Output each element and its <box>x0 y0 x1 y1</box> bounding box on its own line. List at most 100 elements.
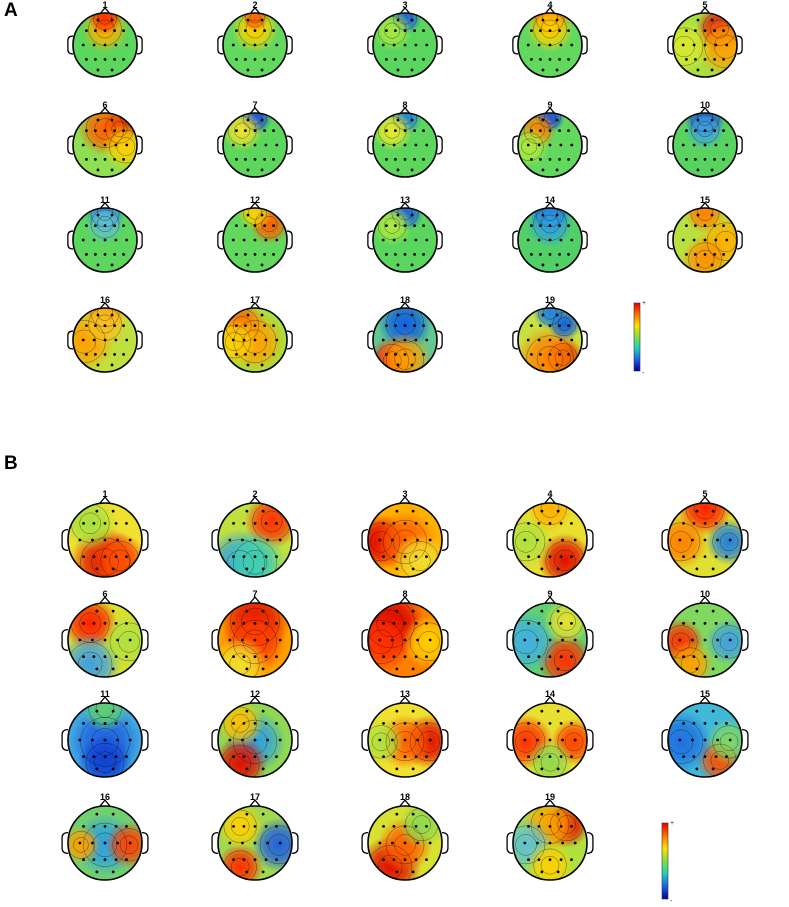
electrode-dot <box>392 143 396 147</box>
topomap-b-13: 13 <box>361 689 449 778</box>
contour-line <box>109 622 142 662</box>
electrode-dot <box>713 224 716 228</box>
electrode-dot <box>103 224 107 228</box>
electrode-dot <box>403 29 407 32</box>
electrode-dot <box>537 721 541 725</box>
electrode-dot <box>722 158 725 161</box>
contour-line <box>394 731 416 753</box>
contour-line <box>557 725 587 759</box>
electrode-dot <box>111 870 115 874</box>
electrode-dot <box>125 43 129 47</box>
topomap-a-1: 1 <box>67 0 143 78</box>
electrode-dot <box>694 158 697 161</box>
electrode-dot <box>81 238 85 242</box>
electrode-dot <box>703 738 707 742</box>
electrode-dot <box>96 213 100 217</box>
electrode-dot <box>555 118 559 122</box>
contour-line <box>540 214 560 234</box>
electrode-dot <box>567 129 570 133</box>
left-ear <box>67 330 74 350</box>
topomap-b-10: 10 <box>661 589 749 678</box>
electrode-dot <box>548 238 552 242</box>
electrode-dot <box>114 238 118 242</box>
topomap-label: 19 <box>545 295 555 305</box>
electrode-dot <box>403 621 407 625</box>
electrode-dot <box>396 213 400 217</box>
left-ear <box>661 528 669 552</box>
electrode-dot <box>692 43 696 47</box>
head-outline <box>72 112 138 178</box>
electrode-dot <box>530 224 533 228</box>
electrode-dot <box>548 858 552 862</box>
left-ear <box>67 135 74 155</box>
topomap-b-7: 7 <box>211 589 299 678</box>
head-outline <box>222 307 288 373</box>
electrode-dot <box>527 655 530 659</box>
head-outline <box>367 805 443 881</box>
electrode-dot <box>244 158 247 161</box>
electrode-dot <box>272 324 275 327</box>
electrode-dot <box>391 738 394 742</box>
right-ear <box>436 330 443 350</box>
electrode-dot <box>396 18 400 22</box>
head-outline <box>217 805 293 881</box>
electrode-dot <box>414 755 418 759</box>
electrode-dot <box>558 58 561 61</box>
electrode-dot <box>232 621 235 625</box>
electrode-dot <box>92 824 96 828</box>
electrode-dot <box>125 655 128 659</box>
electrode-dot <box>559 521 563 525</box>
electrode-dot <box>710 213 714 217</box>
electrode-dot <box>275 43 279 47</box>
contour-line <box>513 825 546 865</box>
electrode-dot <box>245 709 249 713</box>
electrode-dot <box>548 338 552 342</box>
contour-line <box>368 522 401 562</box>
electrode-dot <box>703 638 707 642</box>
electrode-dot <box>725 721 728 725</box>
electrode-dot <box>110 18 114 22</box>
contour-line <box>111 120 128 138</box>
nose <box>543 596 557 605</box>
left-ear <box>67 230 74 250</box>
electrode-dot <box>96 118 100 122</box>
electrode-dot <box>703 655 707 659</box>
contour-line <box>541 208 559 221</box>
electrode-dot <box>678 638 682 642</box>
electrode-dot <box>381 238 385 242</box>
electrode-dot <box>278 638 282 642</box>
head-outline <box>222 207 288 273</box>
electrode-dot <box>392 555 396 559</box>
contour-line <box>668 729 694 755</box>
scale-minus-label: - <box>642 370 645 377</box>
electrode-dot <box>82 824 85 828</box>
electrode-dot <box>696 213 700 217</box>
electrode-dot <box>128 841 132 845</box>
right-ear <box>136 35 143 55</box>
contour-line <box>394 834 416 856</box>
electrode-dot <box>725 621 728 625</box>
contour-line <box>668 522 701 562</box>
contour-line <box>715 231 737 253</box>
head-outline <box>367 502 443 578</box>
electrode-dot <box>539 29 542 32</box>
electrode-dot <box>722 129 725 133</box>
electrode-dot <box>540 509 544 513</box>
electrode-dot <box>414 824 418 828</box>
electrode-dot <box>103 158 107 161</box>
electrode-dot <box>403 224 407 228</box>
electrode-dot <box>559 143 563 147</box>
electrode-dot <box>382 755 385 759</box>
contour-line <box>224 332 244 351</box>
electrode-dot <box>540 667 544 671</box>
electrode-dot <box>114 655 118 659</box>
left-ear <box>211 831 219 855</box>
electrode-dot <box>425 858 428 862</box>
electrode-dot <box>396 363 400 367</box>
topomap-a-14: 14 <box>512 195 588 273</box>
right-ear <box>741 728 749 752</box>
contour-line <box>368 603 415 649</box>
electrode-dot <box>682 755 685 759</box>
electrode-dot <box>381 338 385 342</box>
electrode-dot <box>241 538 244 542</box>
